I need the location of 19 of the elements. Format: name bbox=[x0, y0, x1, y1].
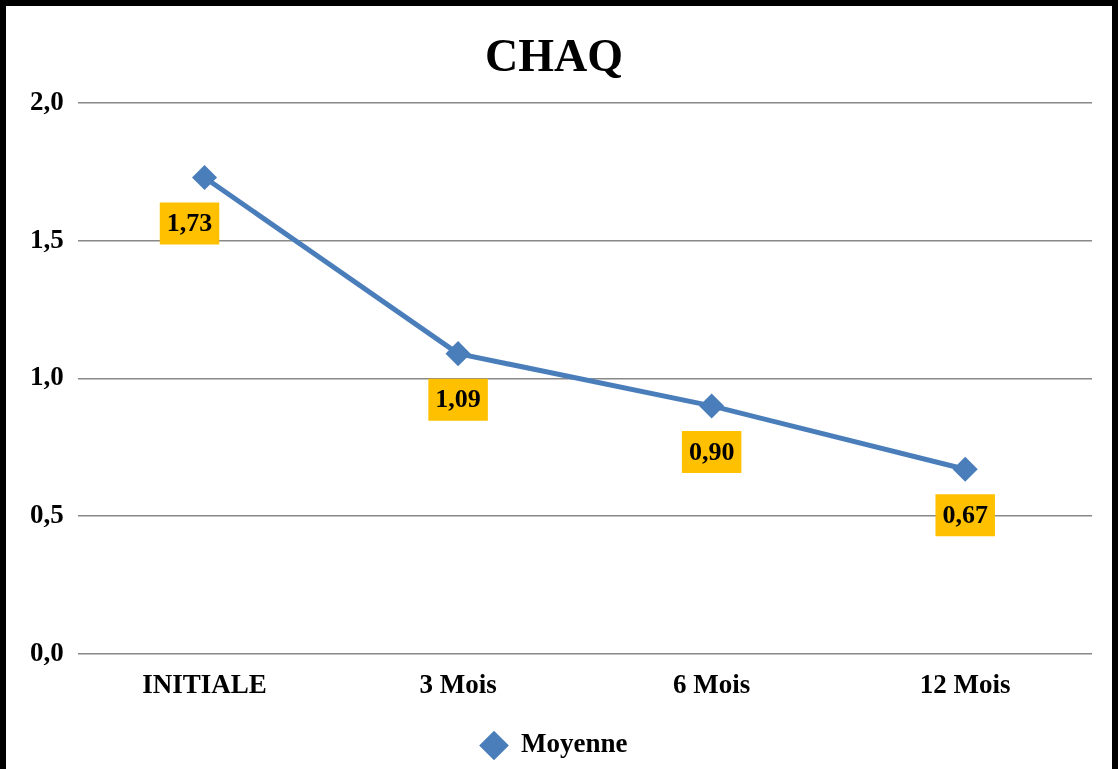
x-tick-label: INITIALE bbox=[142, 668, 267, 699]
chart-title: CHAQ bbox=[485, 30, 623, 82]
x-tick-label: 12 Mois bbox=[919, 668, 1011, 699]
data-label: 0,90 bbox=[688, 436, 735, 466]
data-label: 1,09 bbox=[435, 384, 481, 414]
y-tick-label: 2,0 bbox=[30, 86, 64, 117]
point bbox=[953, 457, 977, 481]
legend-label: Moyenne bbox=[521, 728, 628, 759]
y-tick-label: 1,0 bbox=[30, 361, 64, 392]
x-tick-label: 3 Mois bbox=[419, 668, 497, 699]
y-tick-label: 0,5 bbox=[30, 498, 64, 529]
data-label: 1,73 bbox=[166, 208, 213, 238]
point bbox=[700, 394, 724, 418]
data-label: 0,67 bbox=[942, 499, 988, 529]
y-tick-label: 1,5 bbox=[30, 223, 64, 254]
x-tick-label: 6 Mois bbox=[673, 668, 751, 699]
y-tick-label: 0,0 bbox=[30, 636, 64, 667]
point bbox=[193, 166, 217, 189]
point bbox=[446, 342, 470, 366]
